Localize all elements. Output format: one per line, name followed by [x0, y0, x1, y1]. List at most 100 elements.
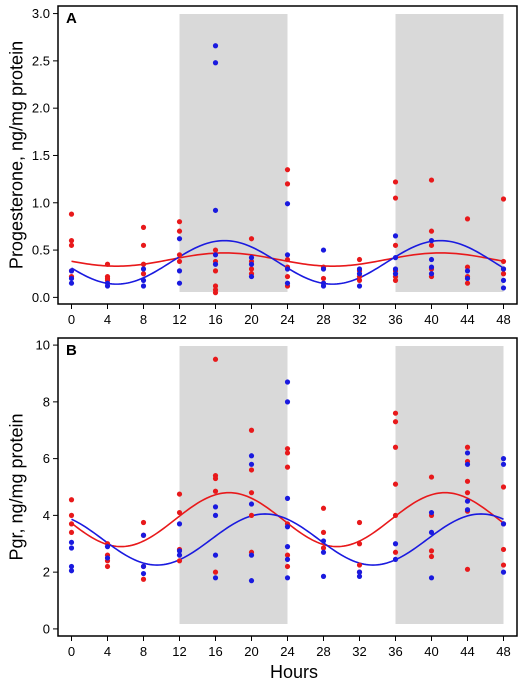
x-axis: 0 4 8 12 16 20 24 28 32 36 40 44 48 [68, 304, 511, 327]
red-data-point [500, 271, 507, 277]
blue-data-point [248, 461, 255, 467]
blue-data-point [500, 277, 507, 283]
red-data-point [248, 467, 255, 473]
red-data-point [392, 242, 399, 248]
red-data-point [68, 242, 75, 248]
red-data-point [392, 419, 399, 425]
red-data-point [140, 519, 147, 526]
x-tick-label: 16 [208, 312, 222, 327]
y-tick-label: 2 [43, 565, 50, 580]
x-tick-label: 12 [172, 312, 186, 327]
y-tick-label: 0.5 [32, 243, 50, 258]
red-data-point [176, 491, 183, 497]
red-data-point [140, 261, 147, 267]
blue-data-point [428, 509, 435, 516]
blue-data-point [428, 256, 435, 263]
blue-data-point [464, 461, 471, 467]
blue-data-point [248, 552, 255, 558]
blue-data-point [392, 271, 399, 277]
y-tick-label: 1.0 [32, 195, 50, 210]
red-data-point [140, 271, 147, 277]
blue-data-point [464, 498, 471, 504]
red-data-point [392, 512, 399, 518]
blue-data-point [284, 524, 291, 530]
blue-data-point [140, 570, 147, 577]
shaded-region-1 [395, 14, 504, 292]
blue-data-point [68, 563, 75, 570]
red-data-point [68, 211, 75, 217]
blue-data-point [428, 575, 435, 581]
red-data-point [248, 427, 255, 433]
red-data-point [392, 444, 399, 450]
y-tick-label: 8 [43, 394, 50, 409]
red-data-point [176, 509, 183, 516]
red-data-point [392, 549, 399, 555]
panel-label: A [66, 10, 77, 27]
y-axis-title: Progesterone, ng/mg protein [6, 41, 26, 269]
red-data-point [104, 261, 111, 267]
red-data-point [428, 474, 435, 480]
red-data-point [464, 478, 471, 484]
red-data-point [212, 283, 219, 289]
blue-data-point [248, 578, 255, 584]
x-tick-label: 44 [460, 312, 474, 327]
red-data-point [248, 266, 255, 272]
red-data-point [356, 562, 363, 568]
red-data-point [140, 242, 147, 248]
blue-data-point [284, 495, 291, 501]
y-axis: 0.0 0.5 1.0 1.5 2.0 2.5 3.0 [32, 6, 58, 305]
red-data-point [68, 512, 75, 518]
blue-data-point [500, 456, 507, 462]
blue-data-point [320, 573, 327, 580]
shaded-region-1 [395, 346, 504, 624]
x-axis-title: Hours [270, 662, 318, 682]
blue-data-point [356, 266, 363, 272]
blue-data-point [320, 283, 327, 289]
red-data-point [500, 484, 507, 490]
x-tick-label: 12 [172, 644, 186, 659]
panel-a: 0.00.51.01.52.02.53.0 0 4 8 12 16 20 24 28 32 36 4… [6, 5, 518, 327]
x-tick-label: 40 [424, 644, 438, 659]
blue-data-point [176, 552, 183, 558]
x-tick-label: 48 [496, 312, 510, 327]
blue-data-point [212, 575, 219, 581]
dark-phase-shading [179, 346, 504, 624]
blue-data-point [104, 283, 111, 289]
red-data-point [464, 264, 471, 270]
data-points [68, 356, 507, 584]
blue-data-point [212, 60, 219, 66]
x-tick-label: 0 [68, 644, 75, 659]
red-data-point [320, 275, 327, 282]
red-data-point [500, 562, 507, 568]
red-data-point [68, 529, 75, 536]
red-data-point [284, 464, 291, 470]
red-data-point [428, 242, 435, 248]
red-data-point [68, 521, 75, 527]
red-data-point [320, 505, 327, 511]
blue-data-point [284, 399, 291, 405]
blue-data-point [284, 280, 291, 286]
blue-data-point [140, 532, 147, 538]
red-data-point [284, 167, 291, 173]
x-tick-label: 4 [104, 644, 111, 659]
blue-data-point [500, 569, 507, 575]
red-data-point [212, 356, 219, 362]
blue-data-point [464, 268, 471, 274]
red-data-point [428, 177, 435, 183]
red-data-point [392, 179, 399, 185]
red-data-point [212, 475, 219, 482]
blue-data-point [212, 207, 219, 213]
blue-data-point [356, 569, 363, 575]
blue-data-point [356, 573, 363, 580]
x-tick-label: 40 [424, 312, 438, 327]
blue-data-point [212, 552, 219, 558]
blue-data-point [176, 521, 183, 527]
blue-data-point [392, 266, 399, 272]
red-data-point [284, 273, 291, 280]
blue-data-point [500, 521, 507, 527]
blue-data-point [392, 541, 399, 547]
red-data-point [392, 195, 399, 201]
x-tick-label: 16 [208, 644, 222, 659]
red-data-point [464, 490, 471, 496]
x-tick-label: 24 [280, 644, 294, 659]
